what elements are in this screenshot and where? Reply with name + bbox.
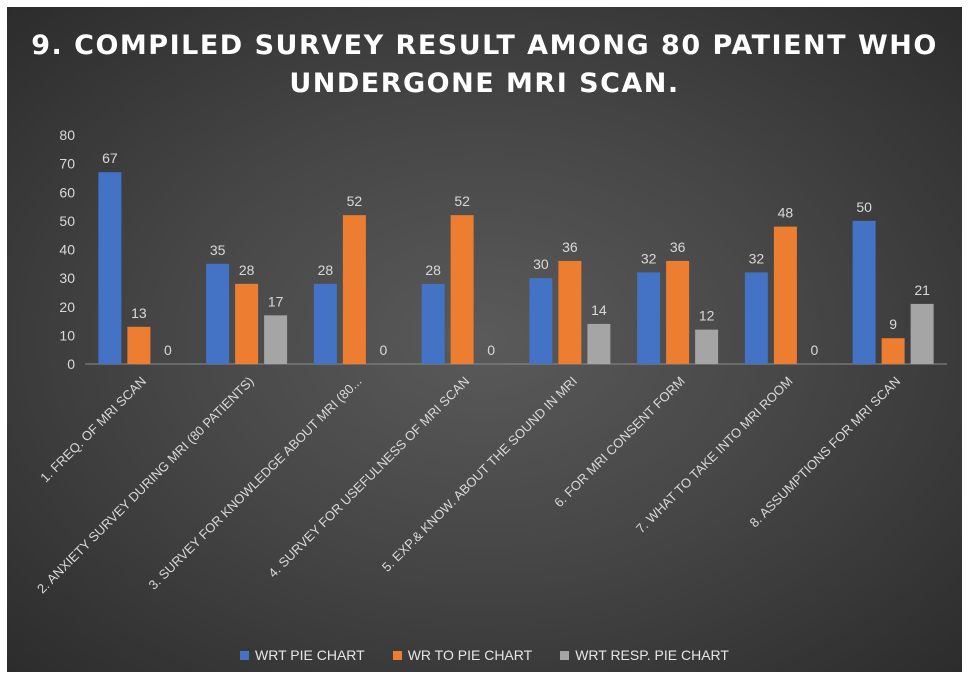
data-label: 13: [131, 305, 147, 321]
bar: [98, 172, 122, 364]
data-label: 28: [318, 262, 334, 278]
category-label: 5. EXP.& KNOW. ABOUT THE SOUND IN MRI: [379, 374, 580, 575]
data-label: 50: [856, 199, 872, 215]
bar-chart: 0 10 20 30 40 50 60 70 80 67 13 0 1. FREQ. OF MRI SC…: [34, 127, 947, 597]
data-label: 32: [749, 250, 765, 266]
data-label: 67: [102, 150, 118, 166]
legend-item: WRT RESP. PIE CHART: [560, 647, 729, 663]
bar: [450, 215, 474, 364]
bar: [206, 263, 230, 364]
data-label: 0: [810, 342, 818, 358]
bar: [342, 215, 366, 364]
data-label: 52: [454, 193, 470, 209]
y-tick-label: 50: [59, 213, 75, 229]
y-tick-label: 70: [59, 156, 75, 172]
category-label: 2. ANXIETY SURVEY DURING MRI (80 PATIENT…: [34, 374, 257, 597]
legend: WRT PIE CHART WR TO PIE CHART WRT RESP. PI…: [7, 647, 962, 663]
data-label: 0: [379, 342, 387, 358]
data-label: 36: [562, 239, 578, 255]
bar: [127, 326, 151, 364]
data-label: 28: [239, 262, 255, 278]
data-label: 48: [778, 205, 794, 221]
chart-frame: 9. COMPILED SURVEY RESULT AMONG 80 PATIE…: [7, 7, 962, 672]
legend-swatch: [392, 650, 402, 660]
y-tick-label: 0: [67, 356, 75, 372]
data-label: 14: [591, 302, 607, 318]
bar: [881, 338, 905, 364]
legend-swatch: [560, 650, 570, 660]
legend-item: WRT PIE CHART: [240, 647, 365, 663]
data-label: 9: [889, 316, 897, 332]
bar: [637, 272, 661, 364]
legend-label: WRT PIE CHART: [255, 647, 365, 663]
bar: [264, 315, 288, 364]
data-label: 35: [210, 242, 226, 258]
y-tick-label: 30: [59, 270, 75, 286]
data-label: 17: [268, 293, 284, 309]
category-label: 3. SURVEY FOR KNOWLEDGE ABOUT MRI (80...: [145, 374, 364, 593]
y-tick-label: 60: [59, 184, 75, 200]
data-label: 52: [347, 193, 363, 209]
bar: [852, 220, 876, 364]
data-label: 32: [641, 250, 657, 266]
data-label: 0: [164, 342, 172, 358]
y-tick-label: 20: [59, 299, 75, 315]
data-label: 36: [670, 239, 686, 255]
legend-label: WR TO PIE CHART: [407, 647, 533, 663]
data-label: 0: [487, 342, 495, 358]
y-tick-label: 80: [59, 127, 75, 143]
bar: [773, 226, 797, 364]
bar: [744, 272, 768, 364]
category-label: 6. FOR MRI CONSENT FORM: [551, 374, 688, 511]
data-label: 28: [425, 262, 441, 278]
data-label: 30: [533, 256, 549, 272]
bar: [587, 323, 611, 364]
legend-label: WRT RESP. PIE CHART: [575, 647, 729, 663]
category-label: 4. SURVEY FOR USEFULNESS OF MRI SCAN: [265, 374, 472, 581]
chart-title: 9. COMPILED SURVEY RESULT AMONG 80 PATIE…: [31, 30, 938, 99]
bar: [529, 278, 553, 364]
category-label: 1. FREQ. OF MRI SCAN: [37, 374, 149, 486]
bar: [695, 329, 719, 364]
bar: [666, 260, 690, 364]
data-label: 21: [914, 282, 930, 298]
bar: [421, 283, 445, 364]
legend-item: WR TO PIE CHART: [392, 647, 533, 663]
bar: [910, 303, 934, 364]
data-label: 12: [699, 308, 715, 324]
legend-swatch: [240, 650, 250, 660]
y-tick-label: 40: [59, 242, 75, 258]
bar: [235, 283, 259, 364]
bar: [313, 283, 337, 364]
bar: [558, 260, 582, 364]
y-tick-label: 10: [59, 327, 75, 343]
